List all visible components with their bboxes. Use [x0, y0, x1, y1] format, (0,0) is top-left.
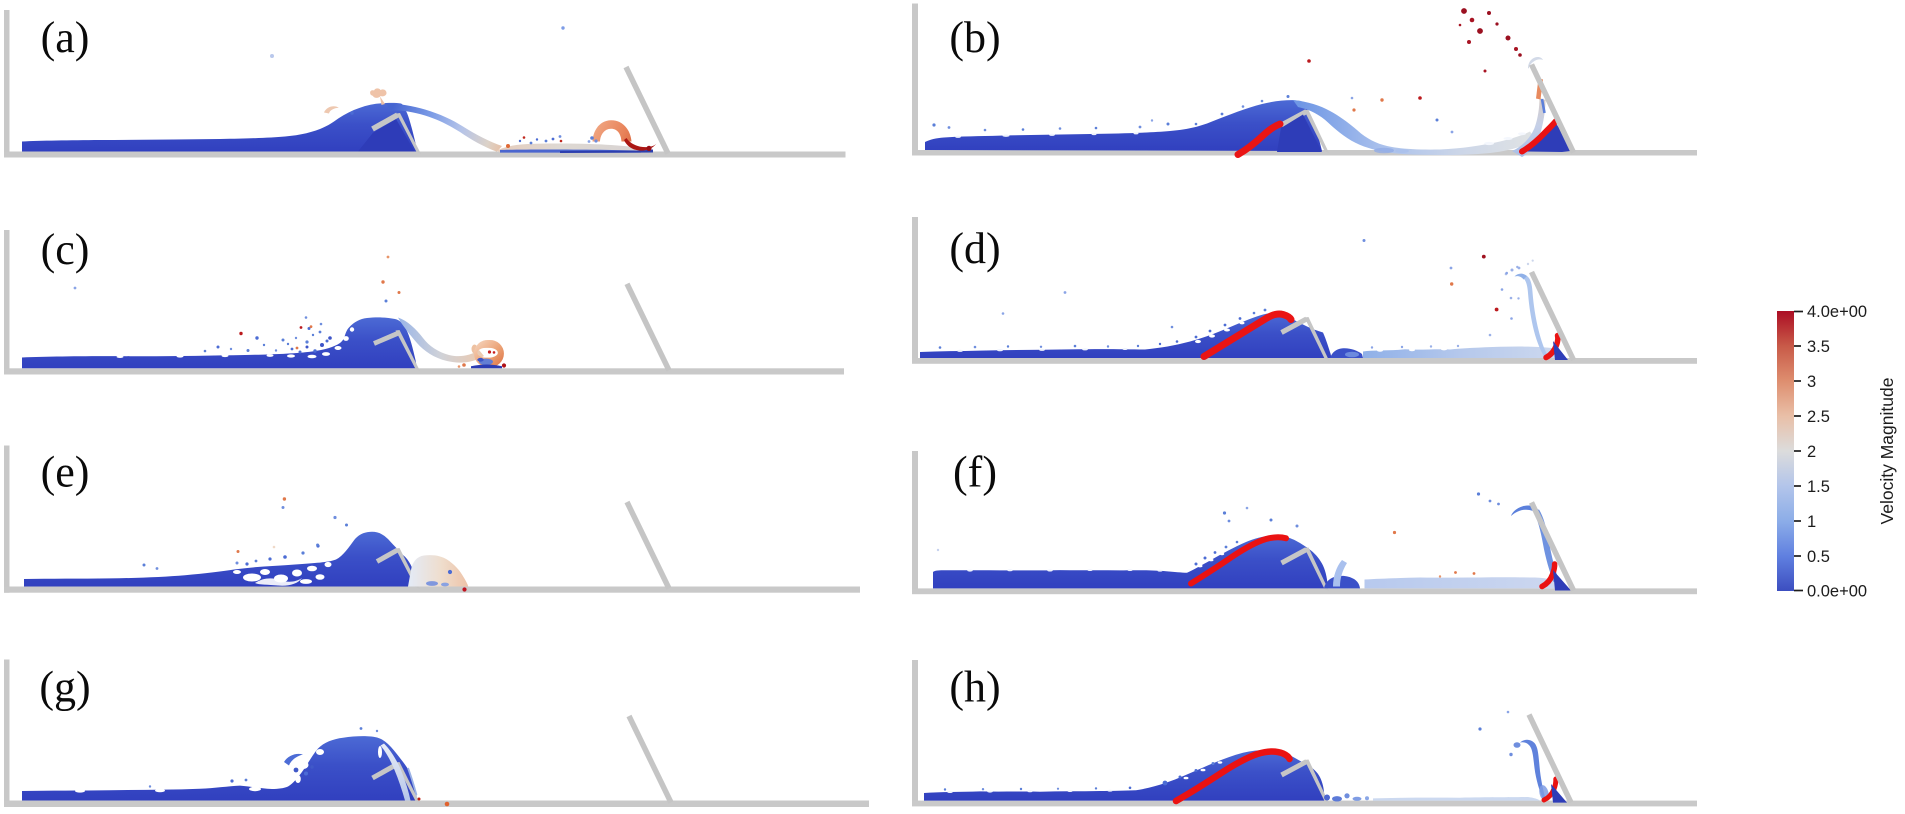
svg-text:(c): (c) [41, 225, 90, 274]
svg-text:(f): (f) [953, 448, 997, 497]
svg-text:(d): (d) [949, 224, 1000, 273]
svg-text:Velocity Magnitude: Velocity Magnitude [1877, 378, 1897, 525]
svg-text:1.5: 1.5 [1807, 478, 1830, 496]
svg-text:3.5: 3.5 [1807, 338, 1830, 356]
svg-text:(g): (g) [39, 663, 90, 712]
svg-text:4.0e+00: 4.0e+00 [1807, 303, 1867, 321]
svg-text:(b): (b) [949, 13, 1000, 62]
svg-text:(a): (a) [41, 13, 90, 62]
svg-text:3: 3 [1807, 373, 1816, 391]
svg-text:(h): (h) [949, 663, 1000, 712]
svg-text:0.5: 0.5 [1807, 548, 1830, 566]
svg-text:1: 1 [1807, 513, 1816, 531]
svg-text:0.0e+00: 0.0e+00 [1807, 583, 1867, 601]
svg-text:2.5: 2.5 [1807, 408, 1830, 426]
svg-text:(e): (e) [41, 448, 90, 497]
svg-text:2: 2 [1807, 443, 1816, 461]
